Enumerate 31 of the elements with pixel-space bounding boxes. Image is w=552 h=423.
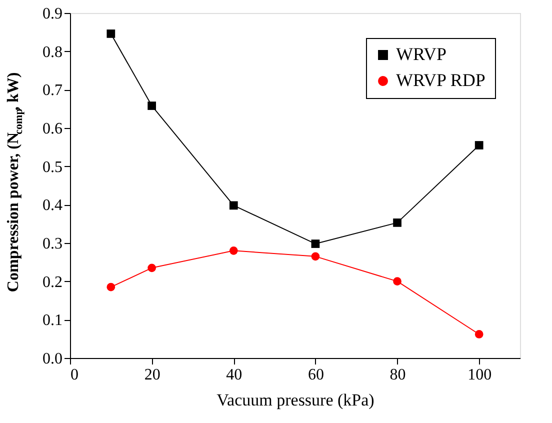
x-axis-title: Vacuum pressure (kPa) xyxy=(216,390,374,410)
legend-label: WRVP xyxy=(396,44,447,64)
y-tick-label: 0.6 xyxy=(42,120,62,138)
point xyxy=(474,330,484,338)
x-tick-label: 60 xyxy=(308,366,324,384)
x-tick-label: 0 xyxy=(70,366,78,384)
y-tick-label: 0.8 xyxy=(42,44,62,61)
y-tick-label: 0.7 xyxy=(42,82,62,100)
x-tick-label: 80 xyxy=(390,366,406,384)
point xyxy=(311,240,320,248)
point xyxy=(311,252,320,261)
point xyxy=(393,277,402,286)
y-tick-label: 0.2 xyxy=(42,274,62,291)
point xyxy=(474,141,484,150)
y-tick-label: 0.0 xyxy=(42,350,62,368)
point xyxy=(393,218,402,227)
point xyxy=(106,30,116,38)
y-tick-label: 0.5 xyxy=(42,158,62,176)
x-tick-label: 20 xyxy=(144,366,160,384)
point xyxy=(106,282,116,292)
legend-label: WRVP RDP xyxy=(396,70,486,90)
y-tick-label: 0.4 xyxy=(42,197,62,214)
y-tick-label: 0.9 xyxy=(42,6,62,22)
y-tick-label: 0.1 xyxy=(42,312,62,330)
point xyxy=(229,201,238,210)
x-tick-label: 100 xyxy=(468,366,492,384)
point xyxy=(148,102,156,110)
point xyxy=(229,246,238,255)
point xyxy=(148,264,156,272)
x-tick-label: 40 xyxy=(226,366,242,384)
y-tick-label: 0.3 xyxy=(42,236,62,252)
